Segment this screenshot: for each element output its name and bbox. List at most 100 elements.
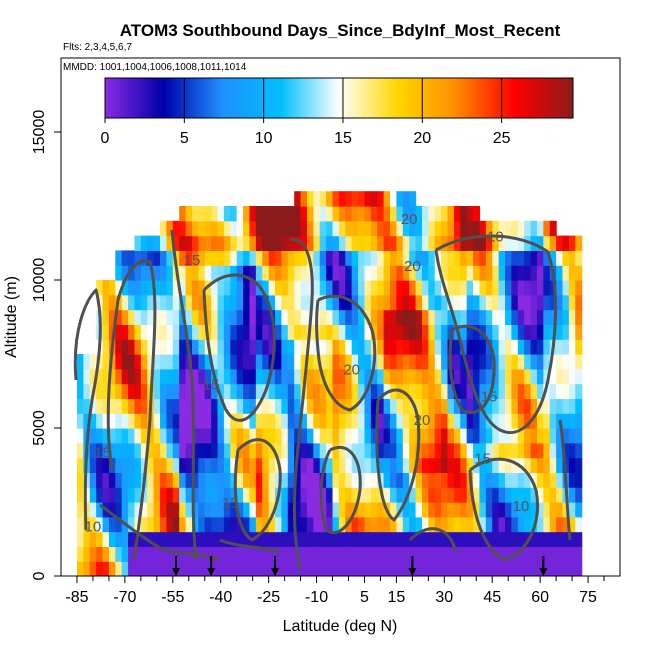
heat-cell — [428, 294, 436, 311]
heat-cell — [434, 502, 442, 518]
heat-cell — [230, 428, 238, 444]
heat-cell — [492, 250, 500, 266]
heat-cell — [447, 398, 455, 414]
heat-cell — [556, 442, 564, 459]
heat-cell — [294, 235, 302, 251]
heat-cell — [306, 383, 314, 399]
heat-cell — [160, 472, 168, 488]
heat-cell — [172, 428, 180, 444]
heat-cell — [396, 457, 404, 473]
heat-cell — [434, 220, 442, 237]
heat-cell — [108, 324, 116, 340]
heat-cell — [204, 368, 212, 385]
heat-cell — [549, 457, 557, 473]
heat-cell — [179, 457, 187, 473]
heat-cell — [230, 294, 238, 311]
heat-cell — [204, 250, 212, 266]
heat-cell — [217, 516, 225, 533]
heat-cell — [345, 191, 353, 207]
heat-cell — [313, 250, 321, 266]
heat-cell — [345, 502, 353, 518]
heat-cell — [172, 502, 180, 518]
heat-cell — [121, 324, 129, 340]
heat-cell — [281, 368, 289, 385]
heat-cell — [160, 265, 168, 281]
heat-cell — [562, 442, 570, 459]
heat-cell — [441, 502, 449, 518]
heat-cell — [351, 191, 359, 207]
heat-cell — [524, 502, 532, 518]
heat-cell — [166, 546, 174, 562]
heat-cell — [390, 516, 397, 533]
heat-cell — [345, 428, 353, 444]
heat-cell — [89, 368, 97, 385]
heat-cell — [517, 561, 525, 576]
heat-cell — [102, 339, 110, 355]
heat-cell — [108, 472, 116, 488]
heat-cell — [370, 442, 378, 459]
heat-cell — [185, 294, 193, 311]
heat-cell — [492, 265, 500, 281]
heat-cell — [275, 250, 283, 266]
heat-cell — [524, 354, 532, 370]
heat-cell — [536, 294, 544, 311]
heat-cell — [473, 531, 481, 547]
heat-cell — [128, 250, 136, 266]
heat-cell — [402, 354, 410, 370]
heat-cell — [281, 383, 289, 399]
heat-cell — [134, 546, 142, 562]
heat-cell — [147, 487, 155, 503]
heat-cell — [319, 428, 327, 444]
heat-cell — [345, 250, 353, 266]
heat-cell — [485, 294, 493, 311]
heat-cell — [492, 413, 500, 429]
heat-cell — [466, 354, 474, 370]
heat-cell — [281, 428, 289, 444]
heat-cell — [575, 235, 583, 251]
heat-cell — [217, 294, 225, 311]
heat-cell — [453, 294, 461, 311]
heat-cell — [243, 250, 251, 266]
heat-cell — [390, 413, 397, 429]
heat-cell — [421, 516, 429, 533]
heat-cell — [115, 487, 123, 503]
heat-cell — [409, 413, 417, 429]
heat-cell — [326, 235, 334, 251]
heat-cell — [345, 546, 353, 562]
heat-cell — [268, 413, 276, 429]
heat-cell — [249, 250, 257, 266]
heat-cell — [447, 220, 455, 237]
heat-cell — [575, 457, 583, 473]
heat-cell — [530, 442, 538, 459]
heat-cell — [492, 561, 500, 576]
heat-cell — [191, 457, 199, 473]
heat-cell — [358, 516, 366, 533]
heat-cell — [306, 280, 314, 296]
heat-cell — [287, 294, 295, 311]
heat-cell — [396, 561, 404, 576]
heat-cell — [460, 354, 468, 370]
heat-cell — [166, 472, 174, 488]
heat-cell — [134, 265, 142, 281]
heat-cell — [415, 383, 423, 399]
heat-cell — [262, 220, 270, 237]
heat-cell — [262, 309, 270, 325]
heat-cell — [287, 280, 295, 296]
heat-cell — [185, 428, 193, 444]
heat-cell — [338, 250, 346, 266]
heat-cell — [390, 546, 397, 562]
heat-cell — [268, 339, 276, 355]
heat-cell — [485, 502, 493, 518]
heat-cell — [568, 265, 576, 281]
heat-cell — [556, 428, 564, 444]
heat-cell — [191, 383, 199, 399]
heat-cell — [492, 294, 500, 311]
heat-cell — [543, 368, 551, 385]
heat-cell — [243, 280, 251, 296]
heat-cell — [300, 191, 308, 207]
heat-cell — [415, 294, 423, 311]
heat-cell — [262, 428, 270, 444]
heat-cell — [313, 191, 321, 207]
heat-cell — [543, 235, 551, 251]
heat-cell — [485, 472, 493, 488]
